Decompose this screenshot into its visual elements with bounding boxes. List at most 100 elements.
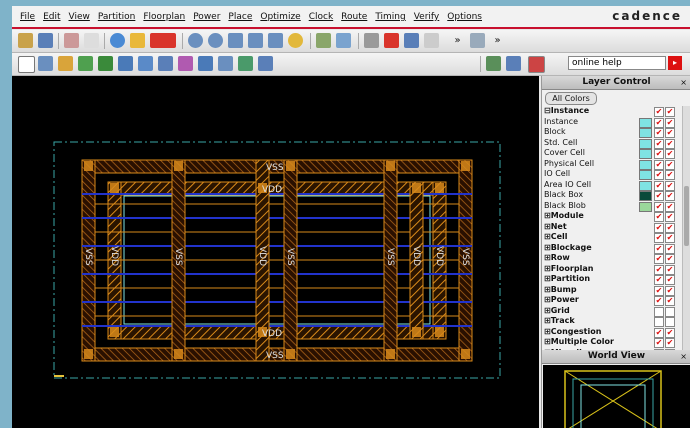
world-view-canvas[interactable] — [543, 365, 690, 428]
cut-wire-icon[interactable] — [118, 56, 133, 71]
selectable-checkbox[interactable]: ✔ — [665, 264, 675, 275]
expand-icon[interactable]: ⊞ — [544, 305, 551, 315]
layer-row[interactable]: Instance ✔ ✔ — [544, 117, 682, 128]
all-colors-button[interactable]: All Colors — [545, 92, 597, 105]
visible-checkbox[interactable]: ✔ — [654, 149, 664, 159]
layer-color-swatch[interactable] — [639, 138, 652, 149]
zoom-out-icon[interactable] — [208, 33, 223, 48]
layer-color-swatch[interactable] — [639, 180, 652, 191]
visible-checkbox[interactable]: ✔ — [654, 201, 664, 212]
layer-color-swatch[interactable] — [639, 201, 652, 212]
split-icon[interactable] — [178, 56, 193, 71]
scroll-thumb[interactable] — [684, 186, 689, 246]
expand-icon[interactable]: ⊞ — [544, 211, 551, 221]
layer-color-swatch[interactable] — [639, 149, 652, 159]
selectable-checkbox[interactable]: ✔ — [665, 107, 675, 117]
expand-icon[interactable]: ⊞ — [544, 284, 551, 294]
layer-row[interactable]: ⊞Row ✔ ✔ — [544, 253, 682, 264]
layer-toggle-icon[interactable] — [528, 56, 545, 73]
layer-row[interactable]: ⊞Track — [544, 316, 682, 327]
expand-icon[interactable]: ⊞ — [544, 274, 551, 284]
layer-row[interactable]: Area IO Cell ✔ ✔ — [544, 180, 682, 191]
fix-wire-icon[interactable] — [258, 56, 273, 71]
edit-wire-icon[interactable] — [58, 56, 73, 71]
expand-icon[interactable]: ⊞ — [544, 326, 551, 336]
layer-color-swatch[interactable] — [639, 191, 652, 201]
menu-partition[interactable]: Partition — [97, 12, 136, 22]
layer-row[interactable]: ⊞Power ✔ ✔ — [544, 295, 682, 306]
move-icon[interactable] — [38, 56, 53, 71]
visible-checkbox[interactable]: ✔ — [654, 327, 664, 338]
zoom-in-icon[interactable] — [188, 33, 203, 48]
visible-checkbox[interactable]: ✔ — [654, 117, 664, 128]
layer-row[interactable]: Std. Cell ✔ ✔ — [544, 138, 682, 149]
layer-row[interactable]: IO Cell ✔ ✔ — [544, 169, 682, 180]
layout-canvas[interactable]: VSS VSS VDD VDD VSS VDD VSS VDD VSS VSS … — [12, 76, 539, 428]
menu-optimize[interactable]: Optimize — [260, 12, 301, 22]
visible-checkbox[interactable] — [654, 306, 664, 317]
visible-checkbox[interactable]: ✔ — [654, 128, 664, 138]
search-go-icon[interactable]: ▸ — [668, 56, 682, 70]
query-icon[interactable] — [506, 56, 521, 71]
expand-icon[interactable]: ⊞ — [544, 253, 551, 263]
layer-color-swatch[interactable] — [639, 117, 652, 128]
selectable-checkbox[interactable]: ✔ — [665, 243, 675, 254]
close-icon[interactable]: × — [680, 78, 687, 87]
via-icon[interactable] — [238, 56, 253, 71]
redo-icon[interactable] — [84, 33, 99, 48]
visible-checkbox[interactable]: ✔ — [654, 191, 664, 201]
gdsii-icon[interactable] — [486, 56, 501, 71]
toolbar-overflow-icon[interactable]: » — [454, 35, 461, 46]
select-icon[interactable] — [18, 56, 35, 73]
selectable-checkbox[interactable]: ✔ — [665, 138, 675, 149]
selectable-checkbox[interactable]: ✔ — [665, 233, 675, 243]
menu-options[interactable]: Options — [447, 12, 482, 22]
expand-icon[interactable]: ⊞ — [544, 337, 551, 347]
open-icon[interactable] — [18, 33, 33, 48]
visible-checkbox[interactable]: ✔ — [654, 222, 664, 233]
selectable-checkbox[interactable]: ✔ — [665, 327, 675, 338]
layer-row[interactable]: ⊞Floorplan ✔ ✔ — [544, 264, 682, 275]
visible-checkbox[interactable]: ✔ — [654, 254, 664, 264]
layer-row[interactable]: Black Box ✔ ✔ — [544, 190, 682, 201]
selectable-checkbox[interactable]: ✔ — [665, 285, 675, 296]
visible-checkbox[interactable]: ✔ — [654, 159, 664, 170]
layer-color-swatch[interactable] — [639, 128, 652, 138]
layer-row[interactable]: Physical Cell ✔ ✔ — [544, 159, 682, 170]
expand-icon[interactable]: ⊞ — [544, 263, 551, 273]
menu-place[interactable]: Place — [228, 12, 253, 22]
visible-checkbox[interactable]: ✔ — [654, 212, 664, 222]
visible-checkbox[interactable]: ✔ — [654, 233, 664, 243]
selectable-checkbox[interactable] — [665, 317, 675, 327]
visible-checkbox[interactable]: ✔ — [654, 264, 664, 275]
toolbar-overflow-icon[interactable]: » — [494, 35, 501, 46]
layer-row[interactable]: Black Blob ✔ ✔ — [544, 201, 682, 212]
selectable-checkbox[interactable]: ✔ — [665, 128, 675, 138]
menu-edit[interactable]: Edit — [43, 12, 61, 22]
menu-power[interactable]: Power — [193, 12, 221, 22]
save-icon[interactable] — [38, 33, 53, 48]
info-icon[interactable] — [110, 33, 125, 48]
layer-row[interactable]: ⊞Blockage ✔ ✔ — [544, 243, 682, 254]
menu-clock[interactable]: Clock — [308, 12, 334, 22]
visible-checkbox[interactable] — [654, 317, 664, 327]
flightline-icon[interactable] — [424, 33, 439, 48]
visible-checkbox[interactable]: ✔ — [654, 338, 664, 348]
visible-checkbox[interactable]: ✔ — [654, 138, 664, 149]
selectable-checkbox[interactable]: ✔ — [665, 275, 675, 285]
layer-row[interactable]: ⊞Net ✔ ✔ — [544, 222, 682, 233]
layer-row[interactable]: ⊞Bump ✔ ✔ — [544, 285, 682, 296]
online-help-input[interactable] — [568, 56, 666, 70]
visible-checkbox[interactable]: ✔ — [654, 170, 664, 180]
zoom-previous-icon[interactable] — [268, 33, 283, 48]
timing-icon[interactable] — [316, 33, 331, 48]
menu-view[interactable]: View — [68, 12, 90, 22]
route-icon[interactable] — [336, 33, 351, 48]
layer-row[interactable]: ⊞Cell ✔ ✔ — [544, 232, 682, 243]
visible-checkbox[interactable]: ✔ — [654, 296, 664, 306]
layer-row[interactable]: ⊞Grid — [544, 306, 682, 317]
redraw-icon[interactable] — [288, 33, 303, 48]
expand-icon[interactable]: ⊞ — [544, 221, 551, 231]
layer-row[interactable]: Cover Cell ✔ ✔ — [544, 148, 682, 159]
layout-view-icon[interactable] — [470, 33, 485, 48]
